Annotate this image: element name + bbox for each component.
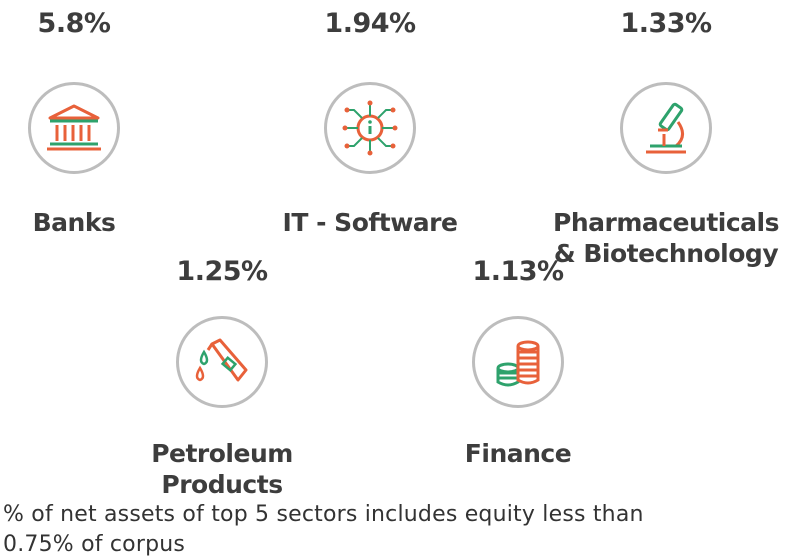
sector-petroleum-products: 1.25% Petroleum Products (92, 258, 352, 500)
sector-label: & Biotechnology (553, 239, 779, 268)
microscope-icon (620, 82, 712, 174)
sector-percent: 5.8% (37, 8, 111, 39)
sector-it-software: 1.94% IT - Software (240, 10, 500, 238)
sector-label: Banks (32, 208, 116, 237)
coin-stack-icon (472, 316, 564, 408)
circuit-chip-icon (324, 82, 416, 174)
sector-label: Finance (464, 439, 572, 468)
bank-building-icon (28, 82, 120, 174)
sector-banks: 5.8% Banks (0, 10, 204, 238)
footnote: % of net assets of top 5 sectors include… (3, 502, 644, 557)
sector-label: Pharmaceuticals (553, 208, 779, 237)
sector-percent: 1.13% (472, 256, 564, 287)
sector-finance: 1.13% Finance (388, 258, 648, 469)
sector-pharmaceuticals: 1.33% Pharmaceuticals & Biotechnology (536, 10, 789, 269)
fuel-nozzle-icon (176, 316, 268, 408)
sector-label: Petroleum (151, 439, 293, 468)
sector-label: IT - Software (282, 208, 458, 237)
sector-percent: 1.33% (620, 8, 712, 39)
sector-label: Products (161, 470, 283, 499)
sector-percent: 1.94% (324, 8, 416, 39)
sector-percent: 1.25% (176, 256, 268, 287)
